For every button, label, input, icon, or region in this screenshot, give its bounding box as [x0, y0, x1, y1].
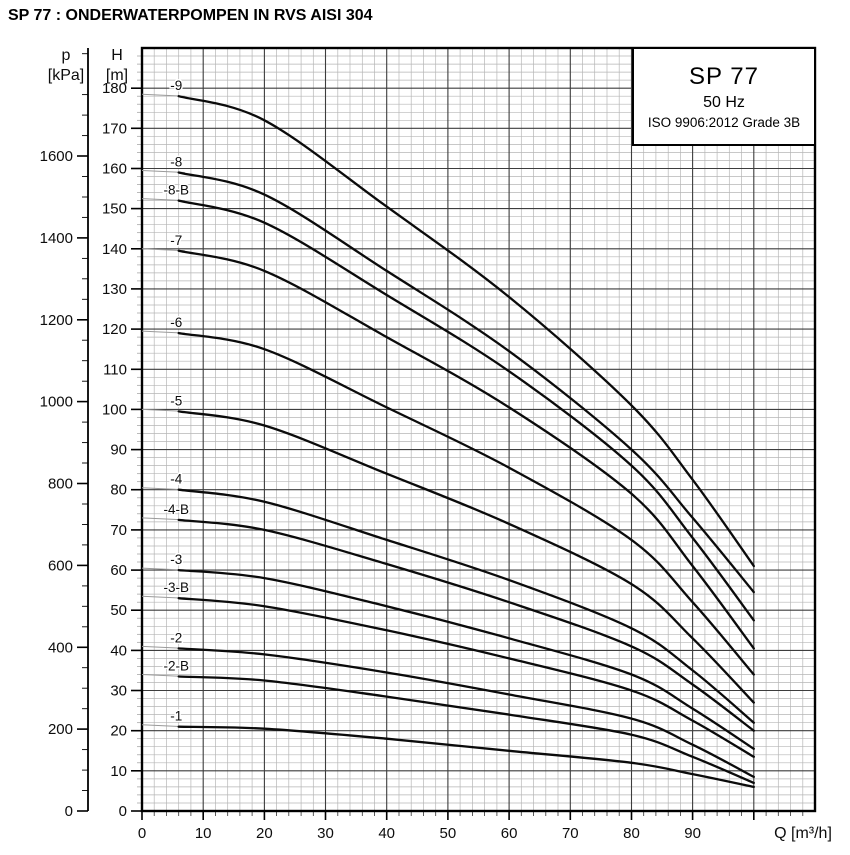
head-axis-tick-label: 180: [102, 80, 127, 97]
flow-axis-tick-label: 60: [501, 825, 518, 842]
curve-5: [177, 410, 755, 704]
flow-axis-tick-label: 90: [684, 825, 701, 842]
curve-3-B: [177, 597, 755, 758]
flow-axis-tick-label: 0: [138, 825, 146, 842]
page-title: SP 77 : ONDERWATERPOMPEN IN RVS AISI 304: [8, 7, 373, 24]
flow-axis-tick-label: 40: [378, 825, 395, 842]
info-box: SP 77 50 Hz ISO 9906:2012 Grade 3B: [632, 47, 816, 146]
head-axis-tick-label: 70: [110, 522, 127, 539]
curve-7: [177, 249, 755, 650]
curve-label-8-B: -8-B: [164, 183, 190, 198]
pressure-axis-unit: [kPa]: [48, 67, 84, 84]
flow-axis-tick-label: 30: [317, 825, 334, 842]
curve-label-8: -8: [170, 155, 182, 170]
info-box-standard: ISO 9906:2012 Grade 3B: [647, 115, 801, 130]
flow-axis-title: Q [m³/h]: [774, 825, 832, 842]
head-axis-tick-label: 0: [119, 803, 127, 820]
curve-label-5: -5: [170, 393, 182, 408]
head-axis-tick-label: 130: [102, 281, 127, 298]
head-axis-tick-label: 170: [102, 120, 127, 137]
pressure-axis-tick-label: 1400: [40, 230, 73, 247]
head-axis-tick-label: 20: [110, 723, 127, 740]
curve-6: [177, 331, 755, 676]
plot-border: [140, 46, 817, 813]
pressure-axis-tick-label: 1200: [40, 312, 73, 329]
curve-3: [177, 568, 755, 750]
pressure-axis-tick-label: 600: [48, 557, 73, 574]
flow-axis-tick-label: 10: [195, 825, 212, 842]
pressure-axis-tick-label: 0: [65, 803, 73, 820]
curve-label-6: -6: [170, 315, 182, 330]
curve-label-2-B: -2-B: [164, 659, 190, 674]
head-axis-tick-label: 160: [102, 161, 127, 178]
curve-8: [177, 171, 755, 594]
flow-axis-tick-label: 20: [256, 825, 273, 842]
flow-axis-tick-label: 70: [562, 825, 579, 842]
head-axis-tick-label: 40: [110, 642, 127, 659]
curve-label-3-B: -3-B: [164, 580, 190, 595]
head-axis-tick-label: 60: [110, 562, 127, 579]
head-axis-title: H: [111, 47, 123, 64]
curve-4-B: [177, 518, 755, 732]
head-axis-tick-label: 120: [102, 321, 127, 338]
head-axis-tick-label: 150: [102, 201, 127, 218]
curve-2: [177, 647, 755, 779]
flow-axis-tick-label: 50: [440, 825, 457, 842]
pressure-axis-tick-label: 200: [48, 721, 73, 738]
curve-8-B: [177, 199, 755, 622]
head-axis-tick-label: 90: [110, 442, 127, 459]
curve-label-2: -2: [170, 630, 182, 645]
curve-label-7: -7: [170, 233, 182, 248]
info-box-model: SP 77: [689, 63, 759, 90]
curve-label-9: -9: [170, 78, 182, 93]
head-axis-tick-label: 30: [110, 683, 127, 700]
head-axis-tick-label: 50: [110, 602, 127, 619]
curve-label-1: -1: [170, 709, 182, 724]
head-axis-tick-label: 110: [103, 361, 127, 378]
pressure-axis-title: p: [62, 47, 71, 64]
curve-label-3: -3: [170, 552, 182, 567]
curve-1: [177, 725, 755, 789]
pressure-axis-tick-label: 400: [48, 639, 73, 656]
curve-label-4: -4: [170, 472, 182, 487]
curve-label-4-B: -4-B: [164, 502, 190, 517]
curve-2-B: [177, 675, 755, 785]
info-box-frequency: 50 Hz: [703, 94, 745, 111]
head-axis-tick-label: 140: [102, 241, 127, 258]
head-axis-tick-label: 10: [110, 763, 127, 780]
pressure-axis-tick-label: 1600: [40, 148, 73, 165]
head-axis-tick-label: 100: [102, 401, 127, 418]
pressure-axis-tick-label: 800: [48, 476, 73, 493]
flow-axis-tick-label: 80: [623, 825, 640, 842]
curve-9: [177, 95, 755, 568]
pressure-axis-tick-label: 1000: [40, 394, 73, 411]
curve-4: [177, 488, 755, 724]
head-axis-tick-label: 80: [110, 482, 127, 499]
head-axis-unit: [m]: [106, 67, 128, 84]
